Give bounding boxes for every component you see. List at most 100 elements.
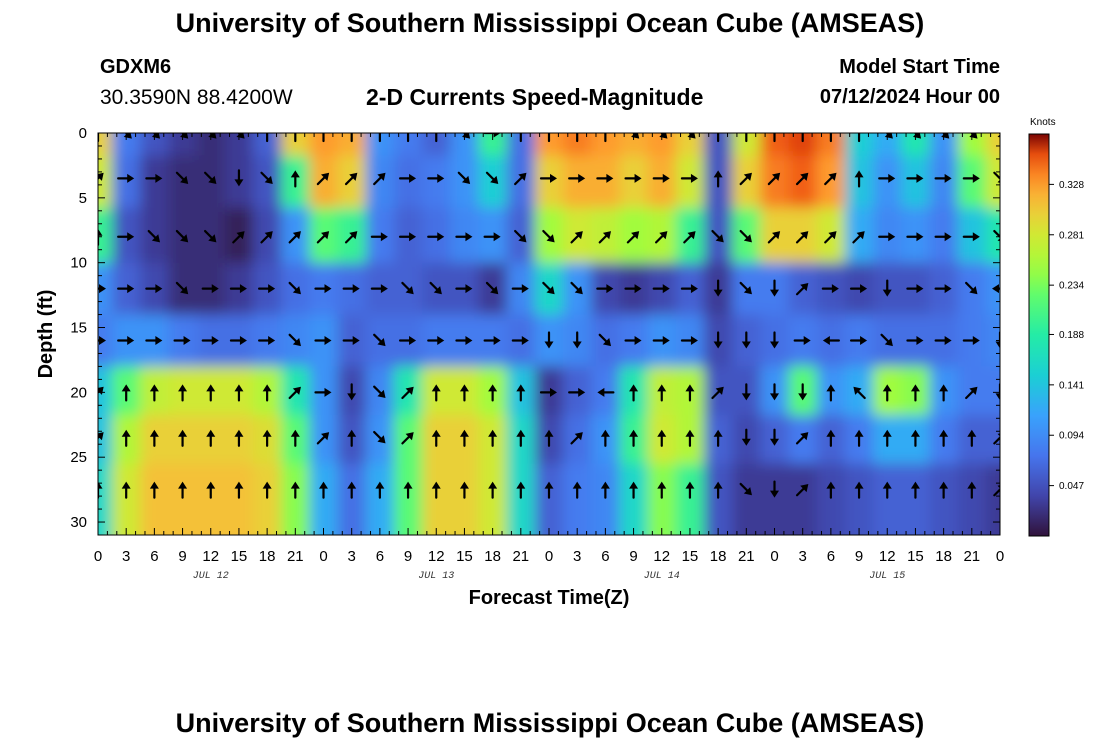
- current-arrow: [173, 335, 191, 345]
- current-arrow: [570, 432, 583, 445]
- current-arrow: [629, 429, 639, 447]
- axes: 0 3 6 9 12 15 18 21 0 3 6 9 12 15 18 21 0 3 6 9 12 15 18 21 0 3 6 9…: [70, 125, 1004, 582]
- current-arrow: [206, 384, 216, 402]
- heatmap-cell: [253, 133, 282, 157]
- current-arrow: [570, 281, 583, 295]
- current-arrow: [882, 279, 892, 297]
- heatmap-cell: [196, 133, 226, 157]
- heatmap-cell: [534, 155, 564, 209]
- colorbar-tick-label: 0.047: [1059, 481, 1084, 492]
- current-arrow: [906, 232, 924, 242]
- current-arrow: [262, 429, 272, 447]
- heatmap-cell: [788, 133, 818, 157]
- x-axis-label: Forecast Time(Z): [469, 587, 630, 609]
- heatmap-cell: [224, 463, 254, 535]
- heatmap-cell: [985, 155, 1000, 209]
- current-arrow: [314, 284, 332, 294]
- current-arrow: [572, 481, 582, 499]
- current-arrow: [597, 387, 615, 397]
- current-arrow: [483, 232, 501, 242]
- footer-title: University of Southern Mississippi Ocean…: [175, 708, 925, 738]
- current-arrow: [260, 171, 273, 185]
- current-arrow: [203, 229, 217, 243]
- current-arrow: [685, 429, 695, 447]
- heatmap-cell: [873, 463, 902, 535]
- heatmap-cell: [788, 155, 818, 209]
- heatmap-cell: [732, 133, 761, 157]
- current-arrow: [178, 429, 188, 447]
- current-arrow: [290, 170, 300, 188]
- heatmap-cell: [309, 415, 339, 465]
- heatmap-cell: [422, 155, 451, 209]
- current-arrow: [288, 231, 301, 244]
- heatmap-cell: [732, 155, 761, 209]
- current-arrow: [234, 384, 244, 402]
- heatmap-cell: [140, 207, 169, 264]
- x-tick-label: 21: [512, 548, 529, 565]
- x-tick-label: 9: [629, 548, 637, 565]
- current-arrow: [795, 172, 809, 186]
- heatmap-cell: [732, 207, 761, 264]
- current-arrow: [117, 232, 135, 242]
- current-arrow: [657, 429, 667, 447]
- heatmap-cell: [957, 155, 987, 209]
- current-arrow: [739, 482, 752, 496]
- current-arrow: [403, 481, 413, 499]
- y-axis-label: Depth (ft): [35, 290, 57, 379]
- current-arrow: [511, 335, 529, 345]
- heatmap-cell: [985, 262, 1000, 316]
- heatmap-cell: [168, 133, 198, 157]
- current-arrow: [398, 335, 417, 345]
- current-arrow: [175, 171, 189, 185]
- current-arrow: [939, 429, 949, 447]
- current-arrow: [878, 232, 896, 242]
- date-label: JUL 15: [869, 571, 905, 582]
- heatmap-cell: [563, 133, 592, 157]
- current-arrow: [539, 387, 557, 397]
- current-arrow: [431, 429, 441, 447]
- current-arrow: [455, 284, 473, 294]
- current-arrow: [910, 384, 920, 402]
- heatmap-cell: [112, 207, 141, 264]
- current-arrow: [934, 173, 952, 183]
- current-arrow: [962, 335, 980, 345]
- x-tick-label: 12: [879, 548, 896, 565]
- heatmap-cell: [985, 463, 1000, 535]
- heatmap-cell: [450, 463, 480, 535]
- current-arrow: [822, 335, 840, 345]
- chart-subtitle: 2-D Currents Speed-Magnitude: [366, 84, 704, 110]
- current-arrow: [657, 384, 667, 402]
- heatmap-cell: [393, 463, 423, 535]
- heatmap-cell: [309, 155, 339, 209]
- current-arrow: [657, 481, 667, 499]
- heatmap-cell: [647, 155, 677, 209]
- current-arrow: [767, 231, 781, 244]
- x-tick-label: 15: [907, 548, 924, 565]
- heatmap-cell: [591, 463, 620, 535]
- current-arrow: [206, 481, 216, 499]
- current-arrow: [993, 229, 1000, 242]
- current-arrow: [542, 229, 555, 243]
- heatmap-cell: [704, 133, 733, 157]
- current-arrow: [711, 386, 724, 400]
- x-tick-label: 0: [545, 548, 553, 565]
- heatmap-cell: [309, 133, 339, 157]
- current-arrow: [680, 173, 698, 183]
- x-tick-label: 3: [573, 548, 581, 565]
- current-arrow: [993, 433, 1000, 445]
- current-arrow: [882, 384, 892, 402]
- heatmap-cell: [985, 314, 1000, 367]
- current-arrow: [880, 333, 893, 347]
- current-arrow: [260, 231, 273, 244]
- current-arrow: [485, 281, 499, 295]
- current-arrow: [316, 172, 330, 186]
- x-tick-label: 18: [935, 548, 952, 565]
- heatmap-cell: [844, 463, 874, 535]
- current-arrow: [654, 231, 668, 244]
- current-arrow: [455, 232, 473, 242]
- current-arrow: [652, 335, 670, 345]
- current-arrow: [624, 284, 642, 294]
- current-arrow: [934, 335, 952, 345]
- current-arrow: [117, 335, 135, 345]
- heatmap-cell: [98, 155, 113, 209]
